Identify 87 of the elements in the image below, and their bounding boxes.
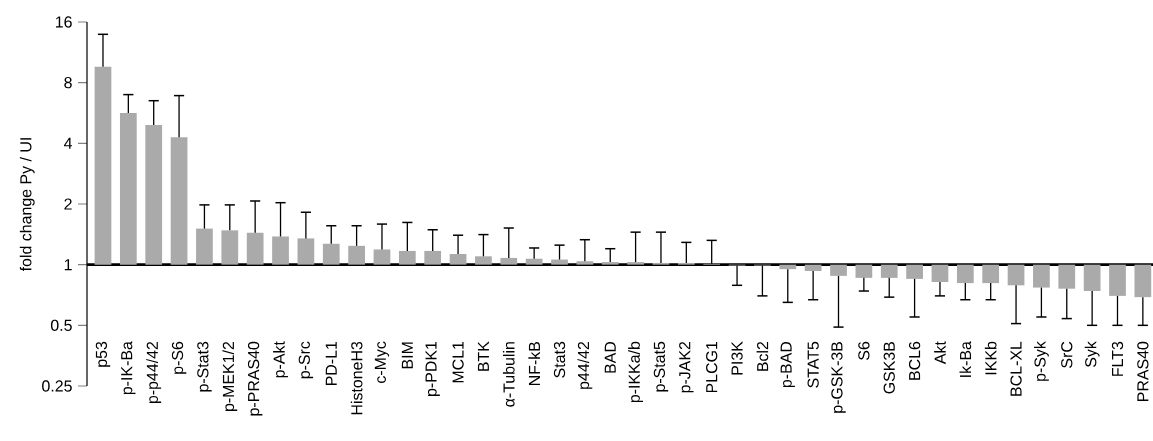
x-tick-label: p-PDK1 <box>425 341 440 396</box>
x-tick-label: PD-L1 <box>325 341 337 386</box>
bar <box>906 264 923 279</box>
bar <box>322 243 340 265</box>
bar <box>1033 264 1050 288</box>
bar <box>804 264 822 272</box>
bar <box>94 66 112 265</box>
bar <box>398 250 416 265</box>
bar <box>145 125 163 265</box>
y-tick-label: 16 <box>55 16 72 28</box>
bar <box>576 261 594 265</box>
x-tick-label: p-JAK2 <box>679 341 694 393</box>
x-tick-label: α-Tubulin <box>502 342 515 407</box>
x-tick-label: p-Akt <box>273 341 288 378</box>
bar <box>1058 264 1076 289</box>
bar <box>982 264 1000 284</box>
bar <box>348 245 365 265</box>
bar <box>779 264 797 270</box>
x-tick-label: HistoneH3 <box>350 341 363 415</box>
x-tick-label: p-Stat5 <box>653 341 669 392</box>
bar <box>1109 264 1126 296</box>
bar <box>956 264 974 284</box>
x-tick-label: SrC <box>1061 341 1073 368</box>
x-tick-label: BIM <box>401 342 413 369</box>
bar <box>246 232 264 265</box>
x-tick-label: p-PRAS40 <box>247 341 263 416</box>
x-tick-label: IKKb <box>984 341 997 375</box>
x-tick-label: BCL-XL <box>1010 341 1022 396</box>
bar <box>1007 264 1025 286</box>
bar <box>119 112 137 265</box>
x-tick-label: GSK3B <box>883 341 895 394</box>
x-tick-label: p-IKKa/b <box>628 341 644 403</box>
x-tick-label: Stat3 <box>553 341 566 378</box>
x-tick-label: PI3K <box>731 341 743 375</box>
bar <box>830 264 847 276</box>
bar <box>500 257 518 265</box>
x-tick-label: Syk <box>1084 341 1100 368</box>
bar <box>627 262 644 265</box>
y-tick-label: 1 <box>64 259 72 271</box>
x-tick-label: FLT3 <box>1111 341 1124 376</box>
bar <box>196 228 213 265</box>
x-tick-label: PRAS40 <box>1137 341 1149 401</box>
x-tick-label: MCL1 <box>452 341 464 383</box>
x-tick-label: Ik-Ba <box>959 341 972 377</box>
x-tick-label: c-Myc <box>374 341 390 383</box>
x-tick-label: p-IK-Ba <box>121 341 136 395</box>
bar <box>525 258 543 265</box>
x-tick-label: p53 <box>95 341 111 367</box>
x-tick-label: BTK <box>477 341 489 371</box>
y-tick-label: 4 <box>63 137 73 149</box>
bar <box>170 137 188 265</box>
x-tick-label: p-GSK-3B <box>831 341 846 413</box>
bar <box>373 249 391 265</box>
bar <box>551 259 568 265</box>
bar <box>449 253 467 265</box>
bar <box>297 238 315 265</box>
x-tick-label: NF-kB <box>528 341 540 385</box>
x-tick-label: p-MEK1/2 <box>222 341 238 411</box>
x-tick-label: p-Src <box>298 341 314 379</box>
x-tick-label: p-p44/42 <box>146 341 162 404</box>
bar <box>1134 264 1152 298</box>
y-tick-label: 0.25 <box>42 380 72 392</box>
x-tick-label: Bcl2 <box>756 341 769 371</box>
bar <box>221 230 239 265</box>
bar <box>880 264 898 278</box>
x-tick-label: p-S6 <box>171 341 187 374</box>
x-tick-label: p-BAD <box>780 341 795 388</box>
bar <box>855 264 873 278</box>
x-tick-label: S6 <box>858 341 870 360</box>
x-tick-label: p44/42 <box>577 341 593 389</box>
bar <box>272 236 289 265</box>
x-tick-label: p-Syk <box>1033 341 1049 381</box>
y-tick-label: 2 <box>64 198 72 210</box>
x-tick-label: PLCG1 <box>706 341 718 393</box>
x-tick-label: p-Stat3 <box>197 341 212 392</box>
bar <box>931 264 949 283</box>
bar <box>475 256 492 265</box>
y-tick-label: 8 <box>64 77 72 89</box>
bar <box>601 262 619 265</box>
bar <box>424 250 442 265</box>
x-tick-label: STAT5 <box>807 341 819 388</box>
y-tick-label: 0.5 <box>50 319 72 331</box>
x-tick-label: BCL6 <box>908 341 921 380</box>
x-tick-label: BAD <box>604 341 616 373</box>
bar <box>1083 264 1101 292</box>
y-axis-title: fold change Py / UI <box>19 138 35 272</box>
x-tick-label: Akt <box>934 341 946 365</box>
